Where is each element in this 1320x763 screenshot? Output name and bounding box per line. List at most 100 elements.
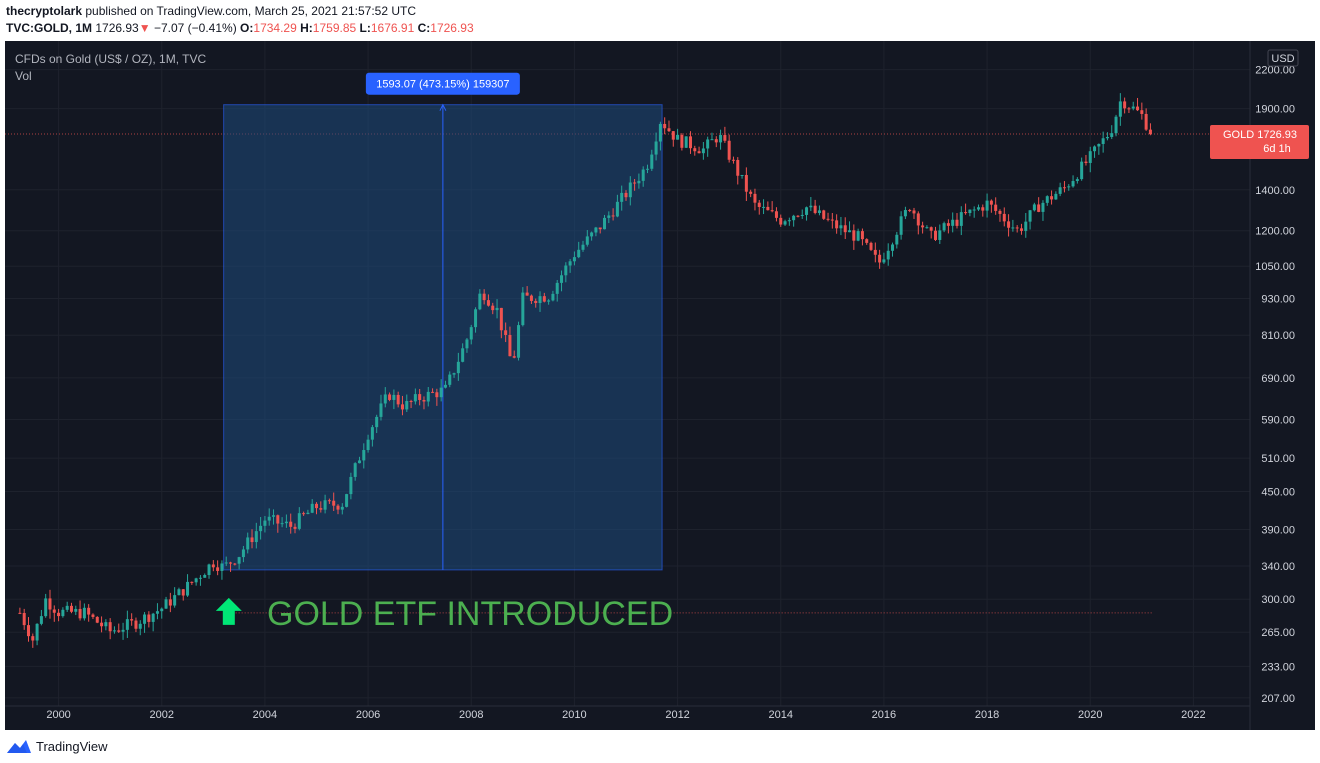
candle-body	[813, 205, 817, 213]
candle-body	[959, 212, 963, 226]
candle-body	[908, 210, 912, 212]
ohlc-bar: TVC:GOLD, 1M 1726.93▼ −7.07 (−0.41%) O:1…	[6, 21, 474, 35]
candle-body	[830, 219, 834, 221]
candle-body	[280, 523, 284, 525]
candle-body	[976, 207, 980, 210]
candle-body	[366, 439, 370, 451]
candle-body	[869, 242, 873, 250]
candle-body	[353, 463, 357, 477]
candle-body	[933, 230, 938, 240]
candle-body	[766, 206, 770, 211]
candle-body	[942, 223, 946, 231]
candle-body	[706, 139, 710, 149]
candle-body	[968, 209, 972, 214]
candle-body	[392, 394, 396, 400]
candle-body	[443, 384, 447, 388]
last-price-label: GOLD 1726.93 6d 1h	[1210, 124, 1309, 159]
price-tick-label: 2200.00	[1255, 65, 1295, 77]
candle-body	[499, 307, 503, 331]
candle-body	[1075, 179, 1079, 182]
candle-body	[216, 567, 220, 571]
down-arrow-icon: ▼	[138, 21, 151, 35]
candle-body	[671, 131, 675, 140]
candle-body	[615, 201, 619, 217]
candle-body	[422, 400, 426, 402]
time-tick-label: 2010	[562, 709, 586, 721]
candle-body	[521, 292, 525, 326]
candle-body	[624, 192, 628, 198]
price-tick-label: 265.00	[1261, 627, 1295, 639]
chart-container[interactable]: 1593.07 (473.15%) 159307 207.00 233.00 265…	[5, 41, 1315, 730]
currency-badge[interactable]: USD	[1267, 49, 1299, 67]
candle-body	[237, 557, 241, 564]
candle-body	[925, 227, 929, 229]
candle-body	[650, 154, 654, 169]
symbol-label[interactable]: TVC:GOLD, 1M	[6, 21, 92, 35]
candle-body	[508, 334, 512, 357]
candle-body	[843, 225, 847, 233]
candle-body	[409, 401, 413, 403]
candle-body	[1054, 193, 1058, 200]
candlestick-series	[18, 93, 1152, 648]
candle-body	[379, 403, 383, 417]
candle-body	[1050, 196, 1054, 200]
candle-body	[254, 531, 258, 543]
candle-body	[568, 261, 572, 266]
candle-body	[267, 516, 271, 521]
candle-body	[143, 614, 147, 624]
candle-body	[964, 212, 968, 214]
candle-body	[1058, 187, 1062, 194]
price-tick-label: 510.00	[1261, 453, 1295, 465]
candle-body	[405, 401, 409, 410]
candle-body	[1093, 146, 1097, 152]
tradingview-logo-icon[interactable]	[6, 738, 32, 754]
candle-body	[701, 148, 705, 154]
candle-body	[620, 192, 624, 202]
candle-body	[1007, 221, 1011, 228]
candle-body	[469, 327, 473, 340]
candle-body	[774, 211, 778, 218]
open-value: 1734.29	[253, 21, 297, 35]
time-tick-label: 2012	[665, 709, 689, 721]
candle-body	[886, 250, 890, 260]
candle-body	[1105, 136, 1109, 139]
candle-body	[418, 394, 422, 401]
candle-body	[1024, 221, 1028, 231]
candle-body	[383, 394, 387, 404]
candle-body	[873, 249, 877, 255]
reference-lines	[5, 133, 1250, 614]
candle-body	[1101, 138, 1105, 144]
price-tick-label: 207.00	[1261, 693, 1295, 705]
candle-body	[319, 508, 323, 510]
candle-body	[26, 625, 30, 637]
candle-body	[938, 230, 942, 240]
candle-body	[1015, 227, 1019, 229]
last-price-text: GOLD 1726.93	[1223, 129, 1297, 141]
candle-body	[929, 227, 933, 231]
candle-body	[572, 257, 576, 262]
time-tick-label: 2022	[1181, 709, 1205, 721]
candle-body	[551, 293, 555, 301]
candle-body	[69, 605, 73, 612]
low-label: L:	[359, 21, 371, 35]
candle-body	[667, 128, 671, 132]
candle-body	[100, 622, 104, 627]
candle-body	[465, 339, 469, 349]
candle-body	[323, 500, 327, 510]
time-axis: 2000 2002 2004 2006 2008 2010 2012 2014 2016 2018…	[5, 705, 1250, 721]
price-chart[interactable]: 1593.07 (473.15%) 159307 207.00 233.00 265…	[5, 41, 1315, 730]
candle-body	[314, 503, 319, 509]
candle-body	[899, 216, 903, 235]
candle-body	[108, 622, 112, 632]
price-change: −7.07 (−0.41%)	[153, 21, 237, 35]
candle-body	[82, 607, 86, 619]
candle-body	[486, 300, 490, 306]
candle-body	[78, 608, 82, 619]
candle-body	[388, 394, 392, 400]
candle-body	[340, 506, 344, 510]
tradingview-brand[interactable]: TradingView	[36, 738, 108, 754]
candle-body	[1140, 110, 1144, 114]
candle-body	[65, 605, 69, 610]
author-name[interactable]: thecryptolark	[6, 4, 83, 18]
candle-body	[44, 598, 48, 617]
